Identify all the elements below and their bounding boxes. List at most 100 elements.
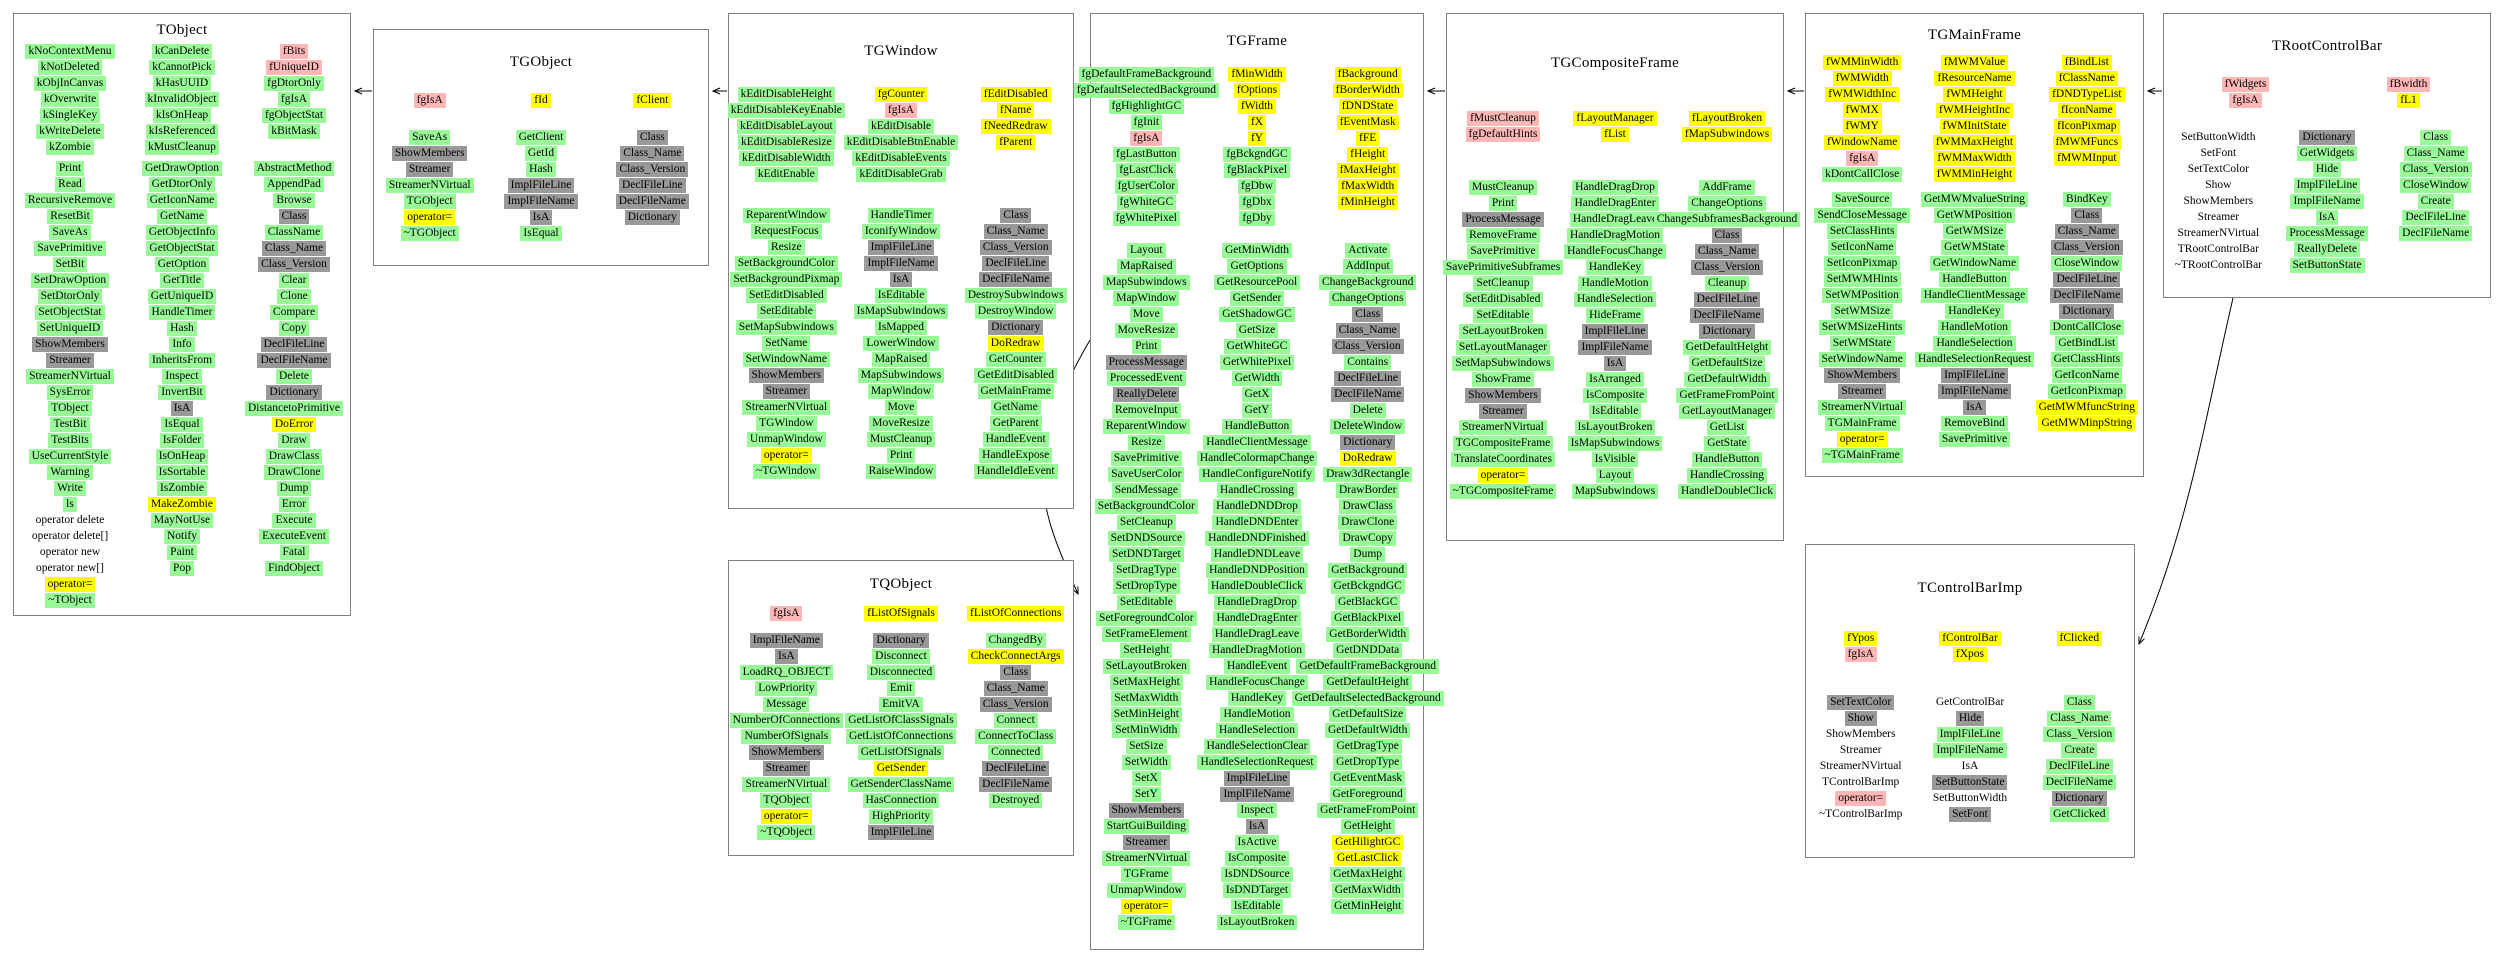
methods-column: SetTextColor Show ShowMembers Streamer Strea… xyxy=(1806,694,1915,823)
class-title-TGObject[interactable]: TGObject xyxy=(509,54,573,70)
class-method: SetBit xyxy=(52,256,88,272)
class-method: SaveAs xyxy=(49,224,91,240)
class-method: Layout xyxy=(1127,243,1166,258)
class-method: HandleDNDEnter xyxy=(1212,515,1302,530)
methods-column: GetMWMvalueString GetWMPosition GetWMSize G… xyxy=(1914,192,2035,464)
methods-column: Print Read RecursiveRemove ResetBit SaveAs Sa… xyxy=(14,160,126,609)
class-member: fBindList xyxy=(2061,54,2112,70)
class-method: Disconnect xyxy=(872,649,930,665)
class-method: ~TGFrame xyxy=(1117,915,1175,930)
class-method: ShowMembers xyxy=(1108,803,1185,818)
class-title-TGMainFrame[interactable]: TGMainFrame xyxy=(1927,26,2022,43)
class-title-TQObject[interactable]: TQObject xyxy=(869,575,933,592)
class-member: kNoContextMenu xyxy=(25,44,115,59)
class-member: fgWhitePixel xyxy=(1112,211,1180,226)
class-method: InheritsFrom xyxy=(148,352,216,368)
class-title-TGWindow[interactable]: TGWindow xyxy=(864,42,938,59)
class-method: HandleSelection xyxy=(1573,292,1656,308)
class-method: HandleDragDrop xyxy=(1572,180,1658,196)
class-method: operator delete[] xyxy=(31,529,109,542)
class-method: Connected xyxy=(988,745,1044,761)
class-member: fgLastButton xyxy=(1112,147,1180,162)
class-member: fWidth xyxy=(1237,99,1277,114)
class-method: DestroySubwindows xyxy=(964,288,1067,304)
class-method: ConnectToClass xyxy=(975,729,1057,745)
class-method: GetListOfSignals xyxy=(857,745,945,761)
class-member: fMaxHeight xyxy=(1336,163,1399,178)
class-member: kWriteDelete xyxy=(36,124,104,139)
class-method: Print xyxy=(55,160,85,176)
class-method: HandleButton xyxy=(1691,452,1763,468)
class-method: GetClient xyxy=(515,130,567,145)
class-method: ChangeBackground xyxy=(1319,275,1417,290)
class-method: GetListOfConnections xyxy=(845,729,957,745)
class-method: GetX xyxy=(1241,387,1273,402)
class-method: Emit xyxy=(886,681,916,697)
attrs-column: fBindList fClassName fDNDTypeList fIconName… xyxy=(2031,54,2143,183)
class-method: GetSender xyxy=(873,761,929,777)
class-member: kDontCallClose xyxy=(1822,166,1903,182)
methods-column: Class Class_Name Class_Version CloseWindow C… xyxy=(2381,130,2490,274)
class-method: GetWMPosition xyxy=(1933,208,2016,224)
class-method: GetWidth xyxy=(1231,371,1283,386)
class-method: GetClassHints xyxy=(2050,352,2124,368)
class-method: Class_Version xyxy=(258,256,330,272)
class-title-TGFrame[interactable]: TGFrame xyxy=(1226,33,1288,49)
class-method: GetMinWidth xyxy=(1221,243,1293,258)
class-title-TGCompositeFrame[interactable]: TGCompositeFrame xyxy=(1550,54,1680,71)
class-method: Activate xyxy=(1345,243,1391,258)
class-method: HandleClientMessage xyxy=(1203,435,1311,450)
class-title-TRootControlBar[interactable]: TRootControlBar xyxy=(2271,38,2383,54)
class-method: RequestFocus xyxy=(751,224,822,240)
class-member: fgIsA xyxy=(770,605,803,621)
class-method: ImplFileLine xyxy=(507,178,575,193)
class-method: GetDropType xyxy=(1333,755,1403,770)
class-method: SetDragType xyxy=(1113,563,1180,578)
class-member: fWMInitState xyxy=(1939,118,2010,134)
TGMainFrame-attrs-section: fWMMinWidth fWMWidth fWMWidthInc fWMX fWMY fW… xyxy=(1806,54,2143,183)
class-method: TControlBarImp xyxy=(1822,775,1900,788)
class-method: Browse xyxy=(273,192,315,208)
class-method: Class_Name xyxy=(261,240,327,256)
class-method: HandleClientMessage xyxy=(1920,288,2029,304)
attrs-column: fWidgets fgIsA xyxy=(2164,77,2327,109)
attrs-column: fMustCleanup fgDefaultHints xyxy=(1447,110,1559,143)
class-method: MakeZombie xyxy=(148,496,216,512)
class-method: SavePrimitive xyxy=(1110,451,1182,466)
methods-column: Dictionary Disconnect Disconnected Emit Emit… xyxy=(844,633,959,841)
class-title-TObject[interactable]: TObject xyxy=(156,21,208,38)
class-member: fMWMValue xyxy=(1940,54,2009,70)
class-method: ClassName xyxy=(264,224,324,240)
class-method: GetEventMask xyxy=(1330,771,1406,786)
methods-column: HandleTimer IconifyWindow ImplFileLine Impl… xyxy=(844,208,959,480)
class-box-TGWindow: TGWindow kEditDisableHeight kEditDisableKe… xyxy=(727,13,1074,509)
class-method: ~TControlBarImp xyxy=(1818,807,1903,820)
class-member: fLayoutManager xyxy=(1573,110,1657,126)
class-method: TestBits xyxy=(48,432,92,448)
class-method: GetWMState xyxy=(1941,240,2008,256)
class-method: SavePrimitive xyxy=(1467,244,1539,260)
class-method: Print xyxy=(1132,339,1161,354)
class-method: GetHilightGC xyxy=(1332,835,1404,850)
class-method: StreamerNVirtual xyxy=(1819,759,1902,772)
class-title-TControlBarImp[interactable]: TControlBarImp xyxy=(1917,580,2023,597)
class-member: kHasUUID xyxy=(152,76,212,91)
class-member: fOptions xyxy=(1233,83,1281,98)
class-member: fgDefaultHints xyxy=(1465,126,1541,142)
class-method: IsDNDTarget xyxy=(1222,883,1292,898)
class-member: fWMHeight xyxy=(1943,86,2006,102)
class-method: ShowMembers xyxy=(1824,368,1900,384)
class-method: Delete xyxy=(275,368,312,384)
class-method: Clone xyxy=(277,288,311,304)
class-method: GetDtorOnly xyxy=(148,176,216,192)
class-method: GetWMSize xyxy=(1942,224,2007,240)
class-method: RaiseWindow xyxy=(865,464,937,480)
class-method: TGObject xyxy=(403,194,456,209)
class-member: fIconPixmap xyxy=(2054,118,2120,134)
class-method: HandleDragDrop xyxy=(1214,595,1300,610)
class-method: IsA xyxy=(529,210,553,225)
class-method: Class_Version xyxy=(979,240,1052,256)
class-method: AddInput xyxy=(1342,259,1393,274)
TControlBarImp-methods-section: SetTextColor Show ShowMembers Streamer Strea… xyxy=(1806,694,2134,823)
class-method: HandleEvent xyxy=(982,432,1049,448)
